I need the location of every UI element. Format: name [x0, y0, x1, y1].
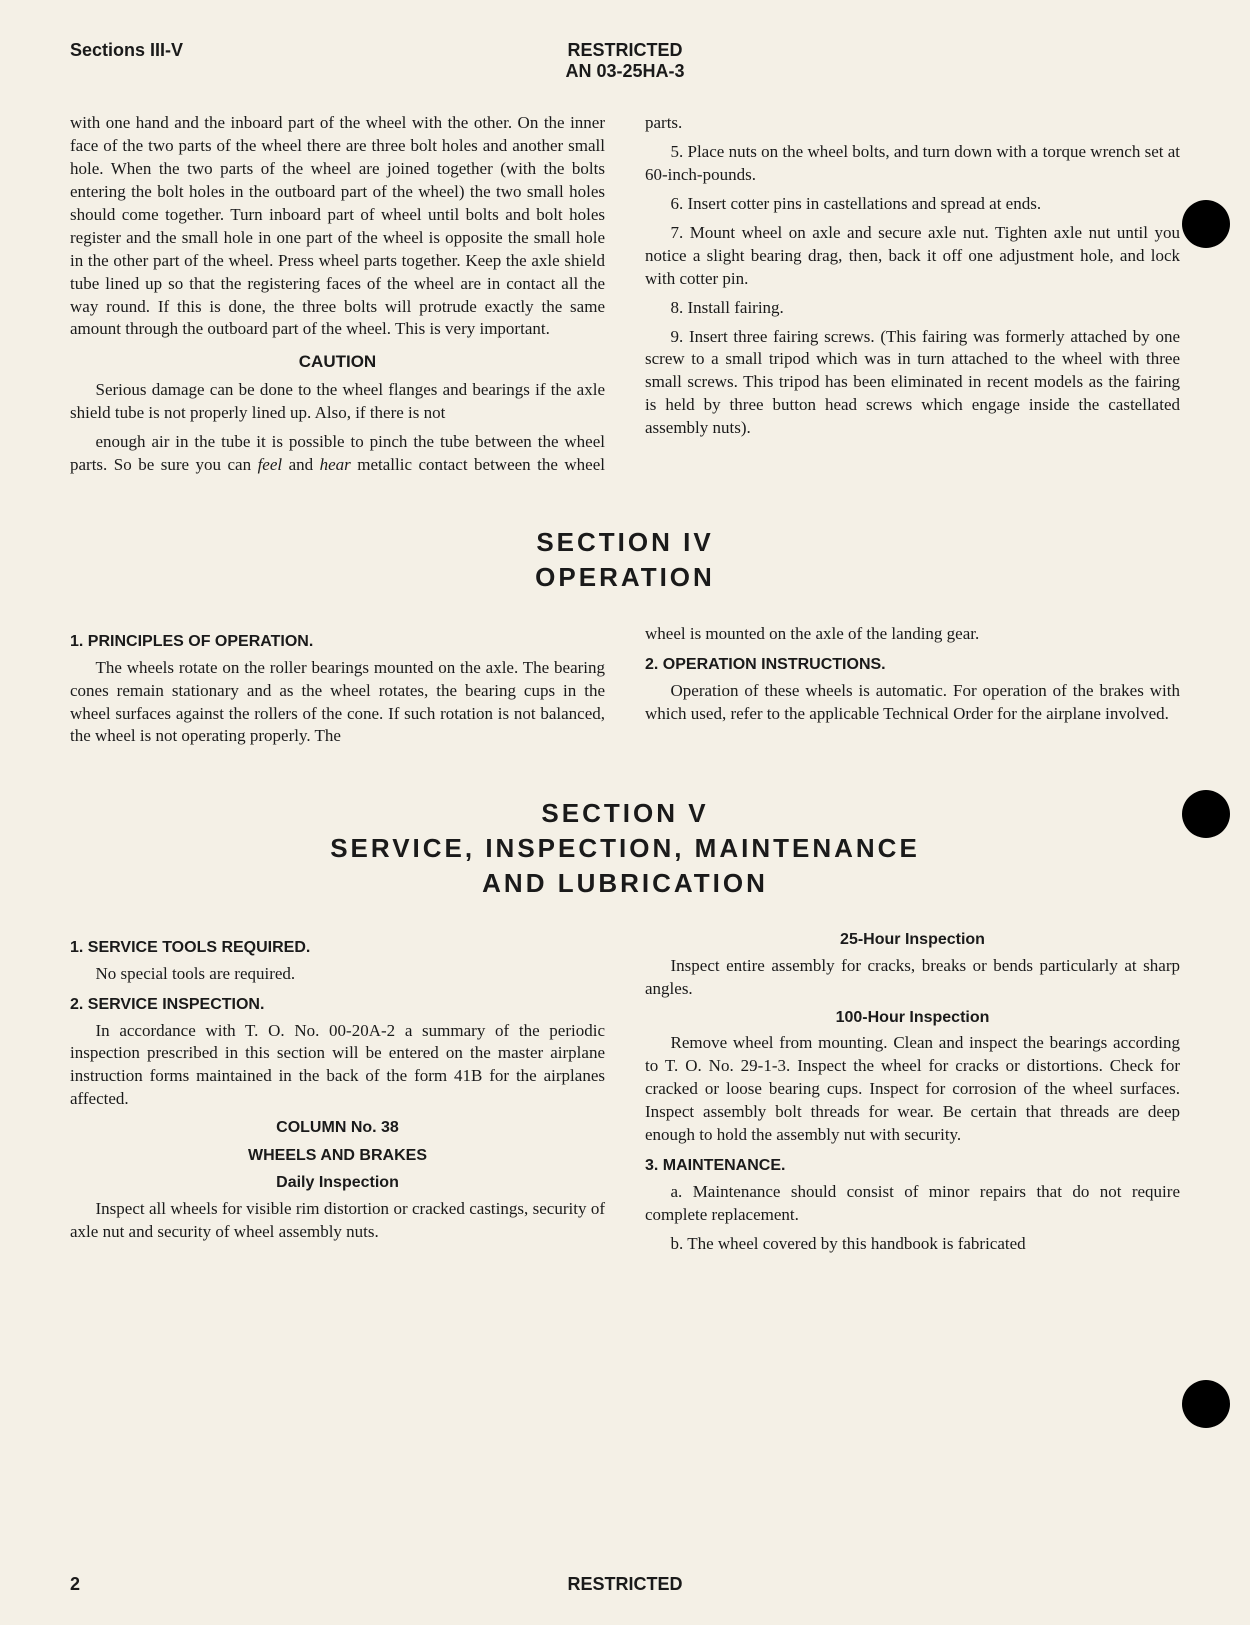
binder-hole — [1182, 200, 1230, 248]
h25: 25-Hour Inspection — [645, 929, 1180, 951]
s5-h1: 1. SERVICE TOOLS REQUIRED. — [70, 937, 605, 959]
s5-h3: 3. MAINTENANCE. — [645, 1155, 1180, 1177]
restricted-bottom: RESTRICTED — [0, 1574, 1250, 1595]
step-7: 7. Mount wheel on axle and secure axle n… — [645, 222, 1180, 291]
header-center: RESTRICTED AN 03-25HA-3 — [70, 40, 1180, 82]
caution-heading: CAUTION — [70, 351, 605, 374]
doc-number: AN 03-25HA-3 — [565, 61, 684, 81]
top-columns: with one hand and the inboard part of th… — [70, 112, 1180, 477]
restricted-top: RESTRICTED — [567, 40, 682, 60]
section-iv-line1: SECTION IV — [536, 527, 713, 557]
s5-p2: In accordance with T. O. No. 00-20A-2 a … — [70, 1020, 605, 1112]
section-iv-line2: OPERATION — [70, 562, 1180, 593]
caution-text: Serious damage can be done to the wheel … — [70, 379, 605, 425]
s4-p1: The wheels rotate on the roller bearings… — [70, 657, 605, 749]
h100: 100-Hour Inspection — [645, 1007, 1180, 1029]
daily-inspection-text: Inspect all wheels for visible rim disto… — [70, 1198, 605, 1244]
s5-h2: 2. SERVICE INSPECTION. — [70, 994, 605, 1016]
step-8: 8. Install fairing. — [645, 297, 1180, 320]
section-iv-columns: 1. PRINCIPLES OF OPERATION. The wheels r… — [70, 623, 1180, 748]
section-v-line3: AND LUBRICATION — [70, 868, 1180, 899]
binder-hole — [1182, 790, 1230, 838]
column-38: COLUMN No. 38 — [70, 1117, 605, 1139]
section-iv-title: SECTION IV OPERATION — [70, 527, 1180, 593]
s4-h1: 1. PRINCIPLES OF OPERATION. — [70, 631, 605, 653]
step-9: 9. Insert three fairing screws. (This fa… — [645, 326, 1180, 441]
step-5: 5. Place nuts on the wheel bolts, and tu… — [645, 141, 1180, 187]
s5-p1: No special tools are required. — [70, 963, 605, 986]
section-v-line2: SERVICE, INSPECTION, MAINTENANCE — [70, 833, 1180, 864]
s4-h2: 2. OPERATION INSTRUCTIONS. — [645, 654, 1180, 676]
binder-hole — [1182, 1380, 1230, 1428]
step-6: 6. Insert cotter pins in castellations a… — [645, 193, 1180, 216]
s5-p3b: b. The wheel covered by this handbook is… — [645, 1233, 1180, 1256]
section-v-columns: 1. SERVICE TOOLS REQUIRED. No special to… — [70, 929, 1180, 1255]
wheels-brakes: WHEELS AND BRAKES — [70, 1145, 605, 1167]
top-left-para: with one hand and the inboard part of th… — [70, 112, 605, 341]
daily-inspection-heading: Daily Inspection — [70, 1172, 605, 1194]
section-v-line1: SECTION V — [541, 798, 708, 828]
p100: Remove wheel from mounting. Clean and in… — [645, 1032, 1180, 1147]
p25: Inspect entire assembly for cracks, brea… — [645, 955, 1180, 1001]
s5-p3a: a. Maintenance should consist of minor r… — [645, 1181, 1180, 1227]
sections-label: Sections III-V — [70, 40, 183, 61]
s4-p1-cont: wheel is mounted on the axle of the land… — [645, 623, 1180, 646]
section-v-title: SECTION V SERVICE, INSPECTION, MAINTENAN… — [70, 798, 1180, 899]
s4-p2: Operation of these wheels is automatic. … — [645, 680, 1180, 726]
